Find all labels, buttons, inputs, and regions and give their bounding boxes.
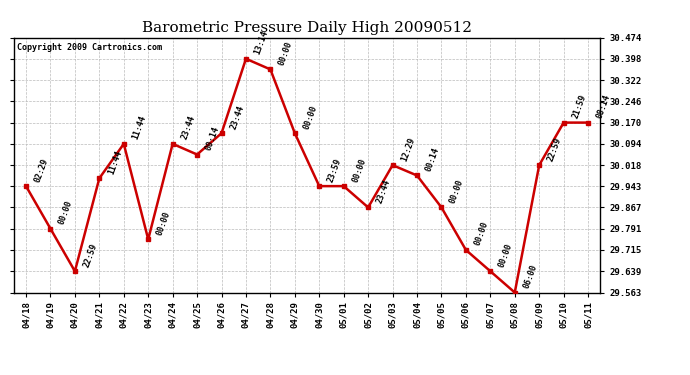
Text: 12:29: 12:29 xyxy=(400,136,417,162)
Text: 00:00: 00:00 xyxy=(155,210,172,237)
Text: 00:14: 00:14 xyxy=(204,125,221,152)
Text: 00:00: 00:00 xyxy=(497,242,514,268)
Text: 11:44: 11:44 xyxy=(130,114,148,141)
Text: 06:00: 06:00 xyxy=(522,263,539,290)
Text: 02:29: 02:29 xyxy=(33,157,50,183)
Text: 00:00: 00:00 xyxy=(473,220,490,247)
Text: 00:00: 00:00 xyxy=(302,104,319,130)
Text: 21:59: 21:59 xyxy=(571,93,588,120)
Text: 23:44: 23:44 xyxy=(179,114,197,141)
Text: 08:14: 08:14 xyxy=(595,93,612,120)
Title: Barometric Pressure Daily High 20090512: Barometric Pressure Daily High 20090512 xyxy=(142,21,472,35)
Text: 23:44: 23:44 xyxy=(228,104,246,130)
Text: 23:59: 23:59 xyxy=(326,157,343,183)
Text: 00:00: 00:00 xyxy=(351,157,368,183)
Text: 23:44: 23:44 xyxy=(375,178,392,205)
Text: 00:00: 00:00 xyxy=(448,178,466,205)
Text: 11:44: 11:44 xyxy=(106,149,124,176)
Text: 00:14: 00:14 xyxy=(424,146,441,173)
Text: Copyright 2009 Cartronics.com: Copyright 2009 Cartronics.com xyxy=(17,43,161,52)
Text: 22:59: 22:59 xyxy=(82,242,99,268)
Text: 13:14: 13:14 xyxy=(253,29,270,56)
Text: 00:00: 00:00 xyxy=(57,200,75,226)
Text: 00:00: 00:00 xyxy=(277,40,295,67)
Text: 22:59: 22:59 xyxy=(546,136,563,162)
